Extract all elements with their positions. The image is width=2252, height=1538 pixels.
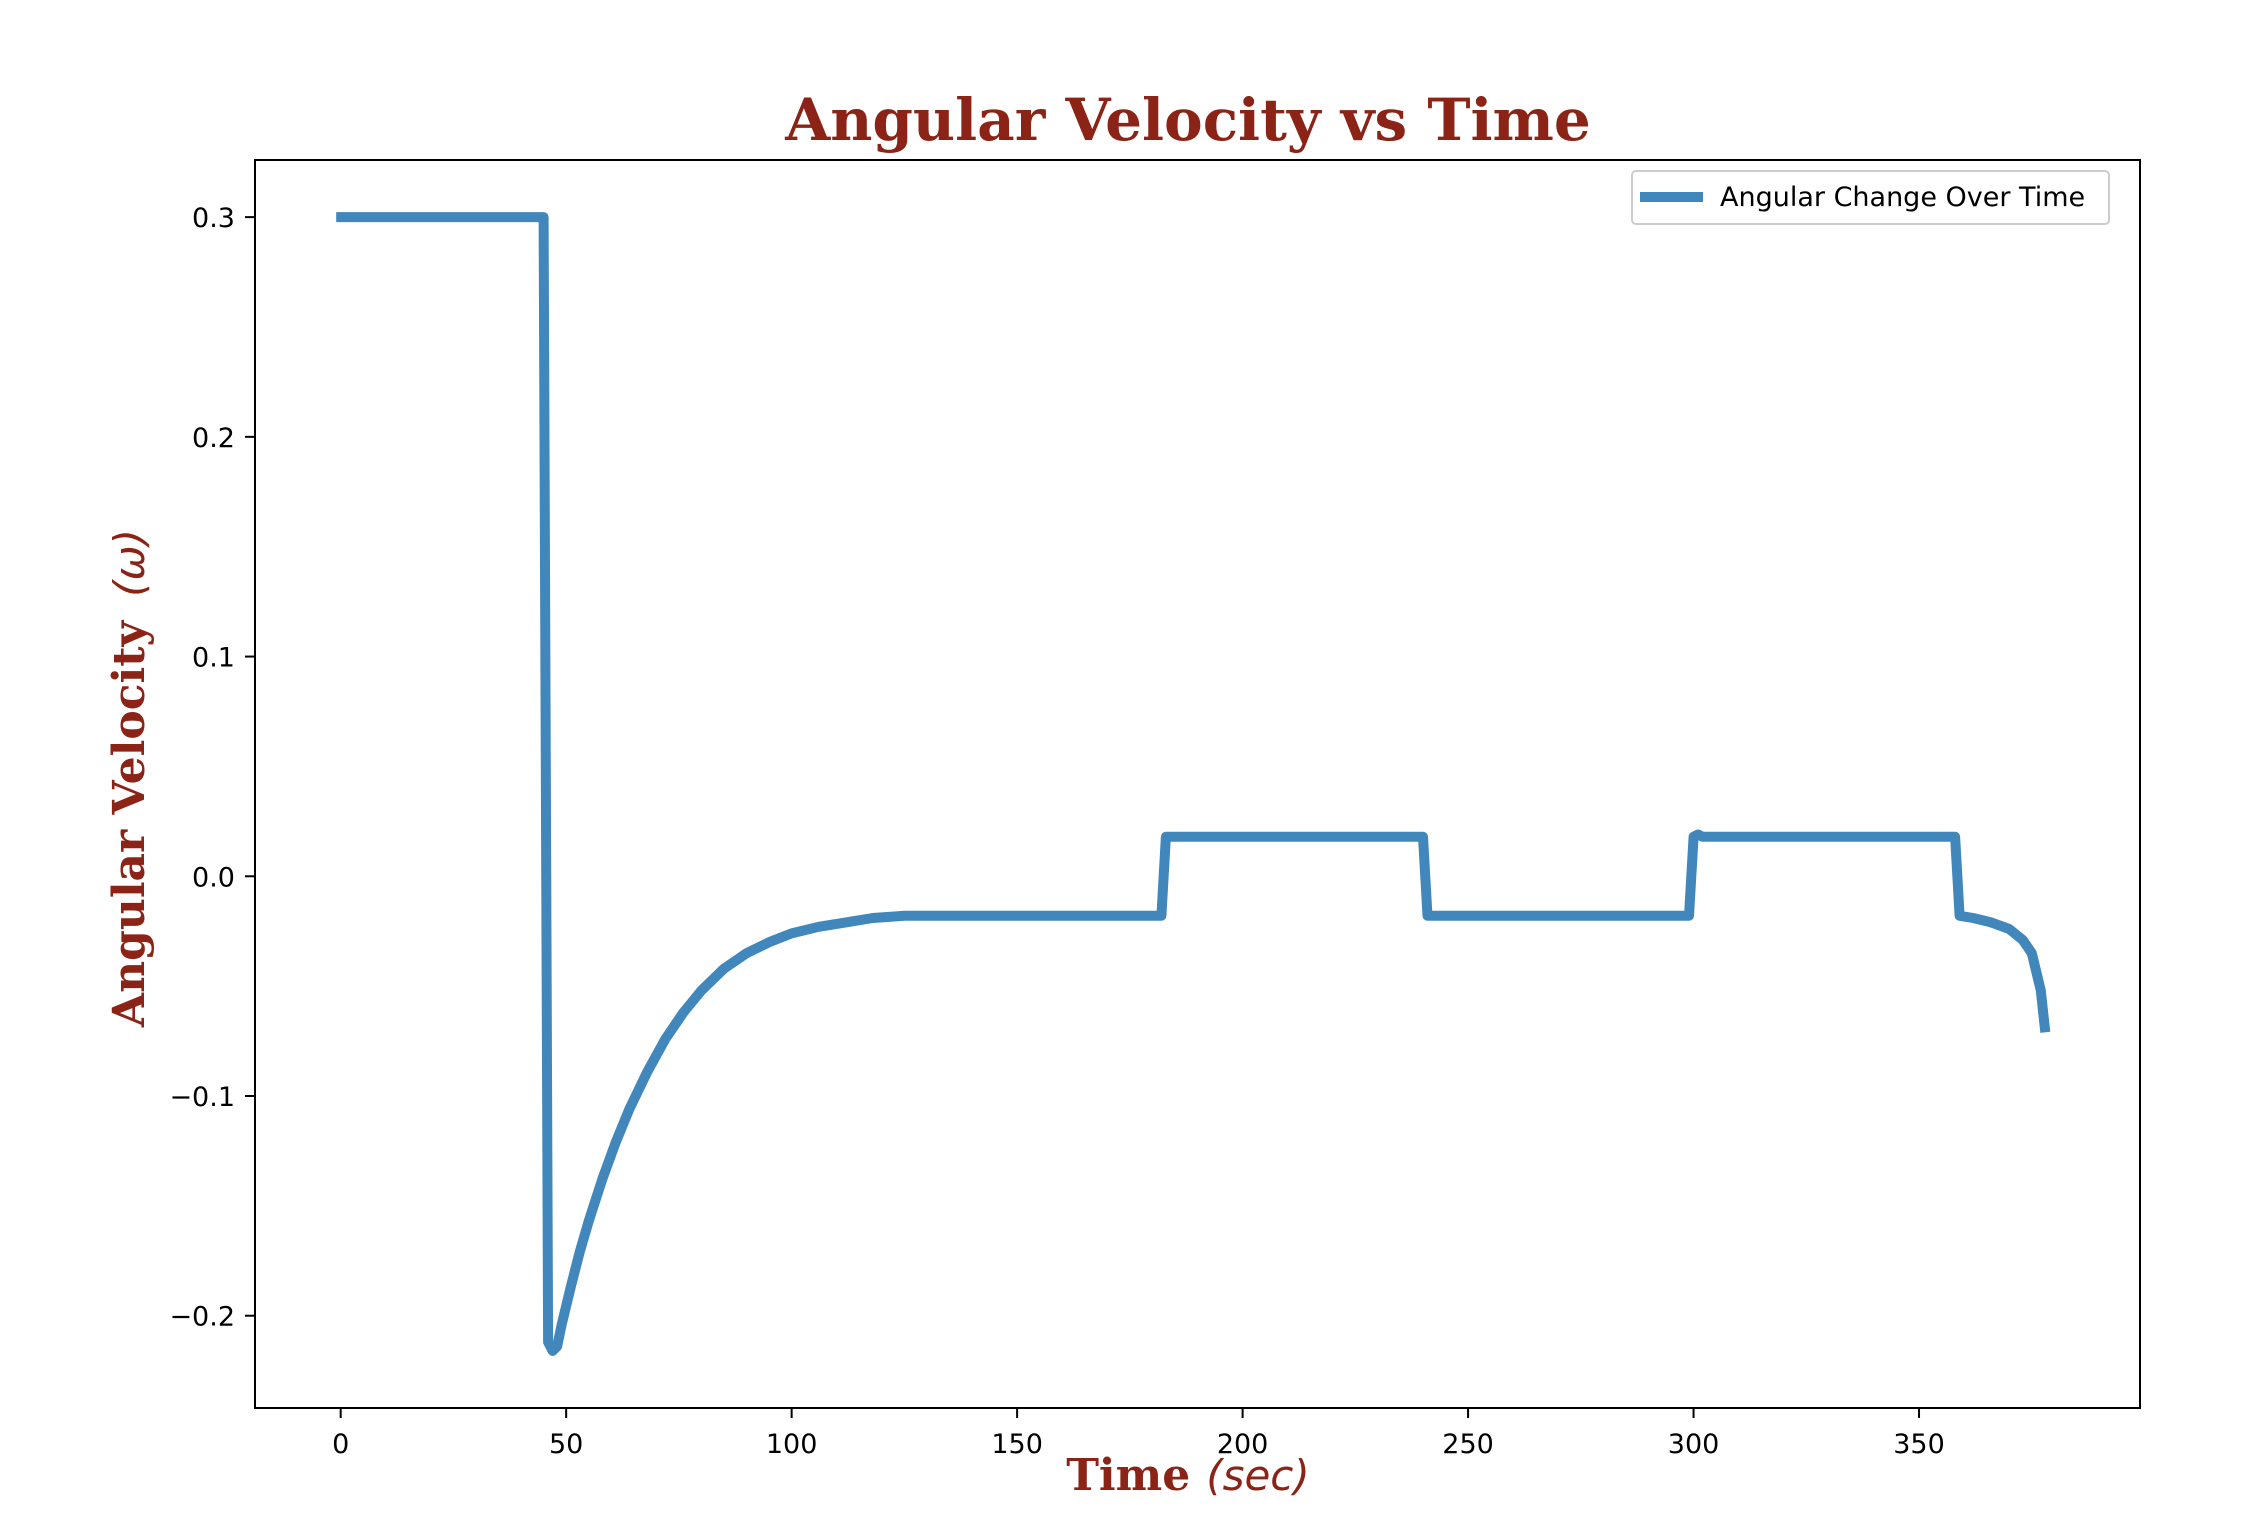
y-tick-label: 0.1 — [192, 643, 235, 674]
plot-frame — [254, 159, 2141, 1409]
y-tick-label: −0.2 — [169, 1302, 235, 1333]
y-tick-label: 0.3 — [192, 203, 235, 234]
chart-title: Angular Velocity vs Time — [784, 86, 1591, 154]
legend-frame — [1631, 170, 2110, 225]
x-axis-label-unit: (sec) — [1206, 1451, 1310, 1500]
legend: Angular Change Over Time — [1631, 170, 2110, 225]
plot-area: 0 50 100 150 200 250 300 350 −0.2 −0.1 0.0 0.1 0.2 0.… — [169, 159, 2141, 1460]
x-tick-label: 0 — [332, 1429, 349, 1460]
x-tick-label: 100 — [766, 1429, 818, 1460]
x-tick-label: 350 — [1893, 1429, 1945, 1460]
x-tick-label: 300 — [1668, 1429, 1720, 1460]
series-line-0 — [336, 212, 2051, 1356]
y-tick-label: −0.1 — [169, 1082, 235, 1113]
legend-label: Angular Change Over Time — [1720, 182, 2085, 213]
y-tick-label: 0.2 — [192, 423, 235, 454]
y-axis-label: Angular Velocity (ω) — [104, 529, 155, 1028]
x-tick-label: 150 — [991, 1429, 1043, 1460]
x-tick-label: 250 — [1442, 1429, 1494, 1460]
y-axis-label-text: Angular Velocity — [104, 619, 155, 1028]
y-tick-label: 0.0 — [192, 862, 235, 893]
x-tick-label: 200 — [1217, 1429, 1269, 1460]
x-tick-label: 50 — [549, 1429, 583, 1460]
x-axis-label-text: Time — [1066, 1450, 1190, 1501]
x-axis-label: Time (sec) — [1066, 1450, 1310, 1501]
y-axis-label-unit: (ω) — [105, 529, 154, 597]
